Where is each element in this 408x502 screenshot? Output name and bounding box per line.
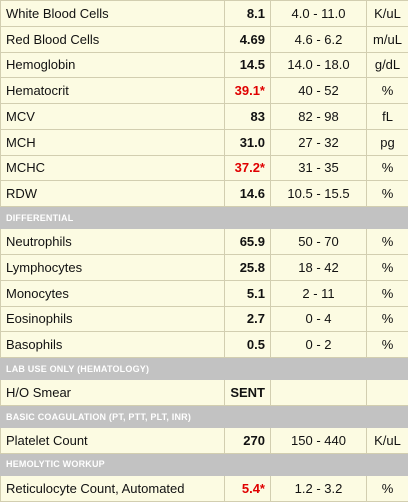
result-row: H/O Smear SENT [0,379,408,406]
reference-range: 4.0 - 11.0 [270,0,367,27]
result-unit: % [366,228,408,256]
section-header: DIFFERENTIAL [0,206,408,230]
result-row: Basophils 0.5 0 - 2% [0,331,408,359]
reference-range: 40 - 52 [270,77,367,105]
result-row: Monocytes 5.1 2 - 11% [0,279,408,307]
result-row: MCH 31.0 27 - 32 pg [0,128,408,156]
result-value: 14.5 [224,51,271,79]
result-value: 25.8 [224,254,271,281]
result-unit: g/dL [366,51,408,79]
abnormal-result-value: 5.4* [224,475,271,502]
result-unit: % [366,77,408,105]
result-row: MCHC 37.2* 31 - 35% [0,154,408,182]
abnormal-result-value: 39.1* [224,77,271,105]
test-name: Neutrophils [0,228,225,256]
result-unit: % [366,180,408,208]
result-value: SENT [224,379,271,406]
result-row: White Blood Cells 8.1 4.0 - 11.0 K/uL [0,0,408,27]
result-unit: % [366,254,408,281]
result-unit: % [366,154,408,182]
reference-range: 4.6 - 6.2 [270,25,367,53]
result-value: 270 [224,427,271,454]
result-value: 31.0 [224,128,271,156]
test-name: Monocytes [0,279,225,307]
result-row: Lymphocytes 25.8 18 - 42% [0,254,408,281]
result-row: Eosinophils 2.7 0 - 4% [0,305,408,333]
result-unit: K/uL [366,427,408,454]
reference-range: 50 - 70 [270,228,367,256]
result-unit: m/uL [366,25,408,53]
test-name: RDW [0,180,225,208]
section-title: HEMOLYTIC WORKUP [0,452,408,477]
result-row: Reticulocyte Count, Automated 5.4* 1.2 - 3… [0,475,408,502]
result-value: 8.1 [224,0,271,27]
result-row: Hemoglobin 14.5 14.0 - 18.0 g/dL [0,51,408,79]
result-unit: % [366,331,408,359]
section-header: HEMOLYTIC WORKUP [0,452,408,477]
reference-range: 31 - 35 [270,154,367,182]
result-row: Hematocrit 39.1* 40 - 52% [0,77,408,105]
section-title: BASIC COAGULATION (PT, PTT, PLT, INR) [0,404,408,429]
test-name: MCV [0,103,225,130]
test-name: Eosinophils [0,305,225,333]
result-value: 65.9 [224,228,271,256]
result-value: 14.6 [224,180,271,208]
test-name: MCHC [0,154,225,182]
section-title: LAB USE ONLY (HEMATOLOGY) [0,357,408,381]
result-value: 5.1 [224,279,271,307]
section-title: DIFFERENTIAL [0,206,408,230]
test-name: Hemoglobin [0,51,225,79]
test-name: MCH [0,128,225,156]
result-row: Neutrophils 65.9 50 - 70% [0,228,408,256]
test-name: Basophils [0,331,225,359]
reference-range: 82 - 98 [270,103,367,130]
reference-range: 1.2 - 3.2 [270,475,367,502]
result-value: 0.5 [224,331,271,359]
result-value: 4.69 [224,25,271,53]
result-unit: pg [366,128,408,156]
reference-range: 27 - 32 [270,128,367,156]
result-row: Platelet Count 270 150 - 440 K/uL [0,427,408,454]
test-name: White Blood Cells [0,0,225,27]
result-unit: % [366,279,408,307]
result-unit: K/uL [366,0,408,27]
result-unit: % [366,305,408,333]
result-row: RDW 14.6 10.5 - 15.5% [0,180,408,208]
result-unit: fL [366,103,408,130]
reference-range: 0 - 2 [270,331,367,359]
reference-range: 10.5 - 15.5 [270,180,367,208]
test-name: H/O Smear [0,379,225,406]
test-name: Platelet Count [0,427,225,454]
reference-range: 150 - 440 [270,427,367,454]
result-unit: % [366,475,408,502]
test-name: Reticulocyte Count, Automated [0,475,225,502]
result-value: 83 [224,103,271,130]
reference-range: 2 - 11 [270,279,367,307]
test-name: Hematocrit [0,77,225,105]
result-row: MCV 83 82 - 98 fL [0,103,408,130]
section-header: LAB USE ONLY (HEMATOLOGY) [0,357,408,381]
abnormal-result-value: 37.2* [224,154,271,182]
result-value: 2.7 [224,305,271,333]
test-name: Lymphocytes [0,254,225,281]
result-unit [366,379,408,406]
reference-range: 0 - 4 [270,305,367,333]
reference-range [270,379,367,406]
test-name: Red Blood Cells [0,25,225,53]
reference-range: 14.0 - 18.0 [270,51,367,79]
section-header: BASIC COAGULATION (PT, PTT, PLT, INR) [0,404,408,429]
result-row: Red Blood Cells 4.69 4.6 - 6.2 m/uL [0,25,408,53]
reference-range: 18 - 42 [270,254,367,281]
